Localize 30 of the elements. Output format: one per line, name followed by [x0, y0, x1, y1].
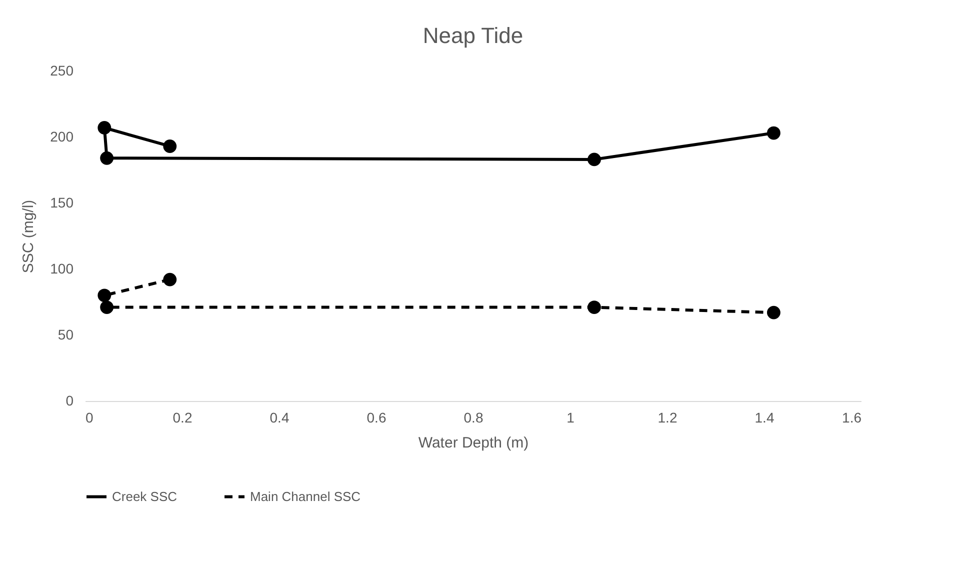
y-tick-label: 200: [50, 128, 74, 144]
x-tick-label: 0.4: [270, 410, 290, 426]
point: [588, 152, 601, 166]
point: [766, 306, 780, 320]
point: [100, 151, 114, 165]
x-tick-label: 0.2: [172, 410, 192, 426]
x-tick-label: 1.6: [842, 410, 862, 426]
y-tick-label: 0: [66, 392, 74, 408]
y-tick-label: 100: [50, 260, 74, 276]
x-tick-label: 1: [566, 410, 575, 426]
x-axis-title: Water Depth (m): [418, 434, 529, 452]
y-tick-label: 250: [50, 62, 74, 78]
point: [163, 272, 177, 286]
legend-label: Main Channel SSC: [250, 488, 361, 504]
point: [100, 300, 114, 314]
point: [98, 121, 112, 134]
point: [163, 140, 177, 153]
point: [588, 300, 601, 314]
y-axis-title: SSC (mg/l): [20, 200, 38, 274]
point: [98, 288, 112, 302]
legend-label: Creek SSC: [112, 488, 178, 504]
y-tick-label: 50: [58, 326, 74, 342]
y-tick-label: 150: [50, 194, 74, 210]
x-tick-label: 1.2: [658, 410, 678, 426]
x-tick-label: 0.6: [366, 410, 386, 426]
x-tick-label: 0.8: [464, 410, 484, 426]
point: [766, 126, 780, 140]
x-tick-label: 0: [86, 410, 94, 426]
x-tick-label: 1.4: [754, 410, 774, 426]
chart-title: Neap Tide: [422, 23, 524, 48]
